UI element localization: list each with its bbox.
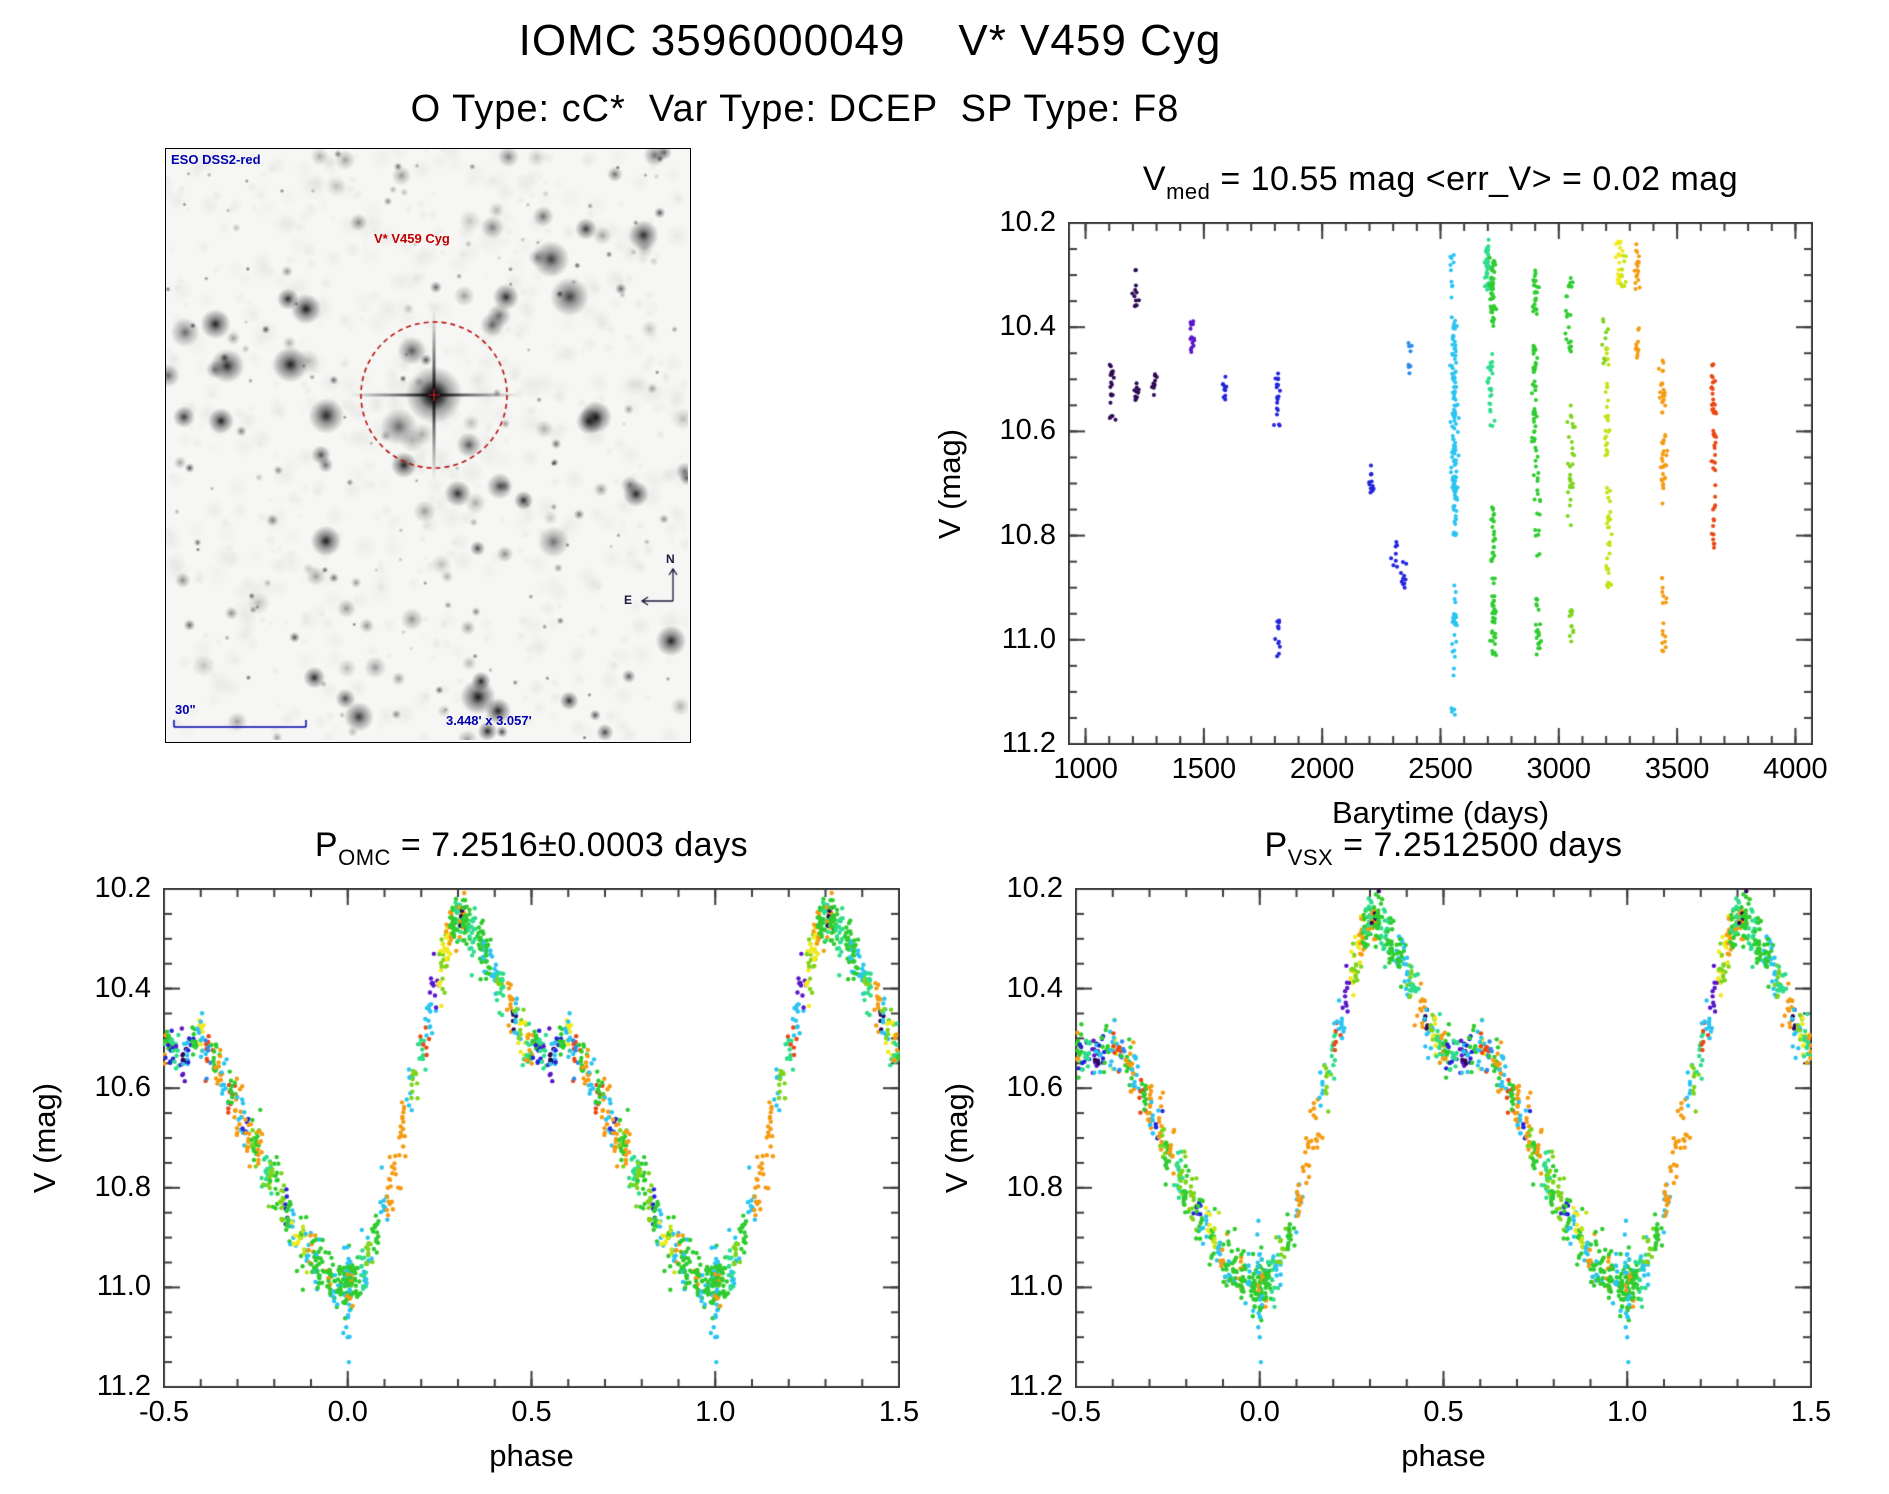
phase-omc-x-axis-label: phase	[489, 1438, 574, 1473]
fov-label: 3.448' x 3.057'	[446, 713, 532, 728]
chart-title-part: P	[1264, 826, 1288, 864]
y-tick-label: 10.2	[999, 206, 1056, 238]
y-tick-label: 11.2	[1001, 727, 1056, 759]
x-tick-label: 1.0	[695, 1396, 736, 1428]
x-tick-label: 1000	[1053, 753, 1118, 785]
chart-title-part: VSX	[1287, 845, 1334, 870]
survey-label: ESO DSS2-red	[171, 152, 261, 167]
target-star-label: V* V459 Cyg	[374, 231, 450, 246]
y-tick-label: 10.2	[94, 872, 151, 904]
timeseries-chart: Vmed = 10.55 mag <err_V> = 0.02 mag V (m…	[932, 160, 1828, 830]
timeseries-title: Vmed = 10.55 mag <err_V> = 0.02 mag	[1008, 160, 1873, 205]
y-tick-label: 10.8	[1006, 1170, 1063, 1203]
page-subtitle: O Type: cC* Var Type: DCEP SP Type: F8	[410, 88, 1180, 130]
compass-north-label: N	[666, 552, 675, 566]
x-tick-label: -0.5	[139, 1396, 189, 1428]
y-tick-label: 10.2	[1006, 872, 1063, 904]
y-tick-label: 10.6	[94, 1071, 151, 1104]
chart-title-part: P	[314, 826, 339, 864]
x-tick-label: 0.0	[327, 1396, 368, 1428]
finder-chart-image: ESO DSS2-red V* V459 Cyg 30" 3.448' x 3.…	[165, 148, 691, 743]
timeseries-plot-canvas	[1068, 222, 1813, 745]
timeseries-x-axis-label: Barytime (days)	[1331, 795, 1550, 830]
phase-omc-plot-canvas	[163, 888, 900, 1388]
x-tick-label: 1.5	[878, 1396, 920, 1428]
phase-vsx-title: PVSX = 7.2512500 days	[1015, 826, 1872, 871]
page-title: IOMC 3596000049 V* V459 Cyg	[518, 16, 1222, 65]
y-tick-label: 11.2	[1008, 1370, 1063, 1402]
y-tick-label: 11.0	[1001, 622, 1056, 655]
compass-east-label: E	[624, 593, 633, 607]
x-tick-label: 0.5	[1423, 1396, 1464, 1428]
y-tick-label: 10.4	[94, 971, 151, 1004]
phase-omc-title: POMC = 7.2516±0.0003 days	[103, 826, 960, 871]
chart-title-part: = 7.2516±0.0003 days	[390, 826, 749, 864]
x-tick-label: 1.5	[1790, 1396, 1832, 1428]
y-tick-label: 10.6	[999, 414, 1056, 447]
x-tick-label: 1500	[1171, 753, 1237, 785]
y-tick-label: 10.4	[1006, 971, 1063, 1004]
chart-title-part: V	[1142, 160, 1167, 198]
chart-title-part: OMC	[338, 845, 391, 870]
x-tick-label: 1.0	[1607, 1396, 1648, 1428]
x-tick-label: 4000	[1763, 753, 1828, 785]
x-tick-label: 2000	[1289, 753, 1355, 785]
sky-canvas	[166, 149, 688, 740]
x-tick-label: -0.5	[1051, 1396, 1101, 1428]
scale-bar-label: 30"	[175, 702, 196, 717]
phase-omc-chart: POMC = 7.2516±0.0003 days V (mag) phase …	[27, 826, 919, 1473]
y-tick-label: 10.6	[1006, 1071, 1063, 1104]
phase-vsx-x-axis-label: phase	[1401, 1438, 1486, 1473]
y-tick-label: 11.2	[96, 1370, 151, 1402]
chart-title-part: = 7.2512500 days	[1333, 826, 1623, 864]
phase-vsx-plot-canvas	[1075, 888, 1812, 1388]
x-tick-label: 0.5	[511, 1396, 552, 1428]
y-tick-label: 10.4	[999, 310, 1056, 343]
y-tick-label: 11.0	[96, 1270, 151, 1303]
x-tick-label: 3000	[1526, 753, 1592, 785]
x-tick-label: 3500	[1644, 753, 1710, 785]
chart-title-part: = 10.55 mag <err_V> = 0.02 mag	[1210, 160, 1739, 198]
x-tick-label: 0.0	[1239, 1396, 1280, 1428]
chart-title-part: med	[1166, 179, 1211, 204]
y-tick-label: 10.8	[999, 518, 1056, 551]
y-tick-label: 10.8	[94, 1170, 151, 1203]
x-tick-label: 2500	[1408, 753, 1473, 785]
y-tick-label: 11.0	[1008, 1270, 1063, 1303]
phase-vsx-chart: PVSX = 7.2512500 days V (mag) phase -0.5…	[939, 826, 1831, 1473]
